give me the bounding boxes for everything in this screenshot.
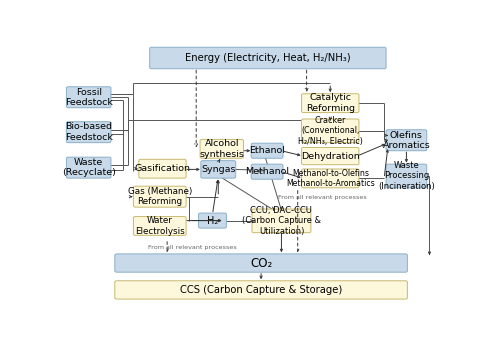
Text: CCS (Carbon Capture & Storage): CCS (Carbon Capture & Storage) xyxy=(180,285,342,295)
FancyBboxPatch shape xyxy=(66,122,111,143)
Text: From all relevant processes: From all relevant processes xyxy=(278,195,366,200)
FancyBboxPatch shape xyxy=(251,164,283,179)
Text: Olefins
Aromatics: Olefins Aromatics xyxy=(382,131,430,150)
Text: Fossil
Feedstock: Fossil Feedstock xyxy=(64,88,112,107)
Text: Ethanol: Ethanol xyxy=(249,146,285,155)
FancyBboxPatch shape xyxy=(115,281,408,299)
FancyBboxPatch shape xyxy=(302,148,359,165)
Text: Methanol: Methanol xyxy=(245,167,289,176)
FancyBboxPatch shape xyxy=(134,186,186,207)
Text: Waste
(Recyclate): Waste (Recyclate) xyxy=(62,158,116,177)
FancyBboxPatch shape xyxy=(66,87,111,108)
FancyBboxPatch shape xyxy=(251,143,283,158)
FancyBboxPatch shape xyxy=(66,157,111,178)
FancyBboxPatch shape xyxy=(386,164,427,188)
FancyBboxPatch shape xyxy=(134,216,186,235)
Text: Gasification: Gasification xyxy=(134,164,190,173)
FancyBboxPatch shape xyxy=(139,159,186,178)
FancyBboxPatch shape xyxy=(302,94,359,113)
Text: From all relevant processes: From all relevant processes xyxy=(148,245,236,250)
FancyBboxPatch shape xyxy=(302,169,359,188)
Text: Gas (Methane)
Reforming: Gas (Methane) Reforming xyxy=(128,187,192,206)
FancyBboxPatch shape xyxy=(252,209,311,233)
FancyBboxPatch shape xyxy=(115,254,408,272)
Text: CCU, DAC-CCU
(Carbon Capture &
Utilization): CCU, DAC-CCU (Carbon Capture & Utilizati… xyxy=(242,206,321,236)
Text: H₂: H₂ xyxy=(207,216,218,225)
FancyBboxPatch shape xyxy=(200,140,244,158)
Text: Waste
Processing
(Incineration): Waste Processing (Incineration) xyxy=(378,161,435,191)
FancyBboxPatch shape xyxy=(302,119,359,143)
Text: Cracker
(Conventional,
H₂/NH₃, Electric): Cracker (Conventional, H₂/NH₃, Electric) xyxy=(298,116,362,146)
FancyBboxPatch shape xyxy=(201,161,235,178)
FancyBboxPatch shape xyxy=(150,47,386,69)
Text: Syngas: Syngas xyxy=(201,165,235,174)
Text: Energy (Electricity, Heat, H₂/NH₃): Energy (Electricity, Heat, H₂/NH₃) xyxy=(185,53,350,63)
Text: Dehydration: Dehydration xyxy=(301,151,360,161)
Text: Water
Electrolysis: Water Electrolysis xyxy=(135,216,184,236)
Text: CO₂: CO₂ xyxy=(250,257,272,269)
Text: Alcohol
synthesis: Alcohol synthesis xyxy=(200,139,244,158)
FancyBboxPatch shape xyxy=(386,130,427,151)
Text: Methanol-to-Olefins
Methanol-to-Aromatics: Methanol-to-Olefins Methanol-to-Aromatic… xyxy=(286,169,374,188)
Text: Catalytic
Reforming: Catalytic Reforming xyxy=(306,94,355,113)
Text: Bio-based
Feedstock: Bio-based Feedstock xyxy=(64,122,112,142)
FancyBboxPatch shape xyxy=(198,213,226,228)
